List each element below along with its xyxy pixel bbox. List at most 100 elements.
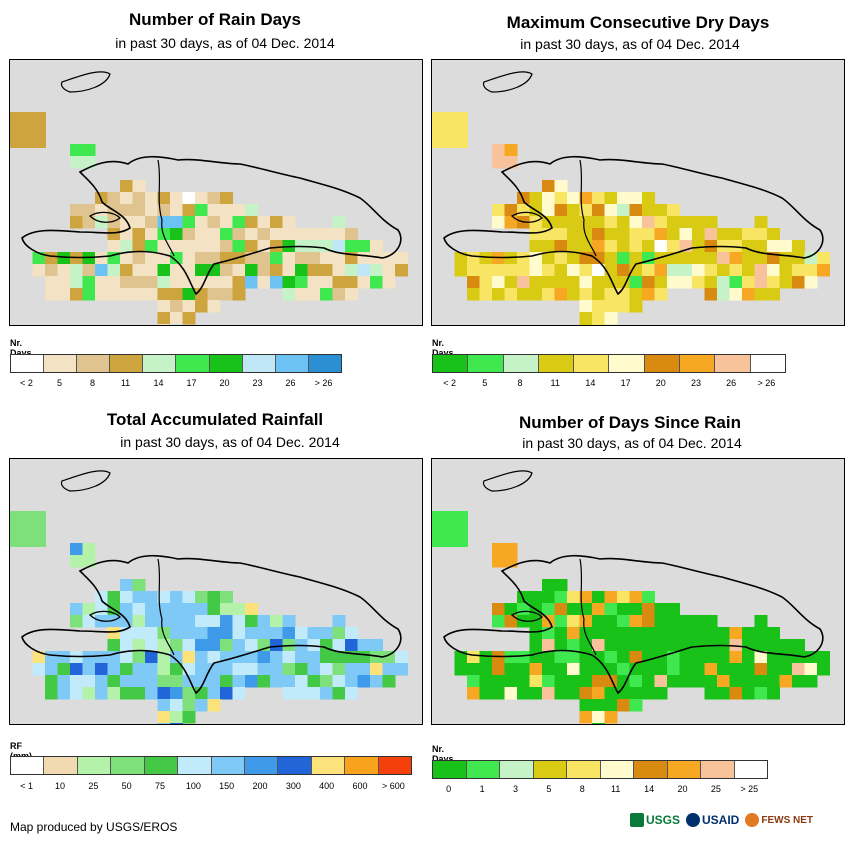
map-grid-cell: [95, 651, 108, 664]
map-grid-cell: [517, 276, 530, 289]
map-grid-cell: [679, 228, 693, 241]
map-grid-cell: [145, 216, 158, 229]
map-grid-cell: [320, 675, 333, 688]
map-grid-cell: [170, 675, 183, 688]
legend-bar: [10, 354, 342, 373]
map-grid-cell: [579, 687, 593, 700]
map-grid-cell: [617, 651, 630, 664]
legend-swatch: [609, 355, 645, 372]
map-grid-cell: [592, 627, 605, 640]
inagua-island-outline: [482, 470, 533, 492]
map-grid-cell: [295, 627, 308, 640]
map-grid-cell: [729, 228, 743, 241]
map-grid-cell: [245, 663, 258, 676]
map-grid-cell: [579, 615, 593, 628]
map-grid-cell: [554, 663, 568, 676]
panel-subtitle: in past 30 days, as of 04 Dec. 2014: [520, 36, 740, 52]
haiti-dr-border: [579, 558, 597, 656]
map-grid-cell: [692, 240, 705, 253]
fewsnet-logo-icon: [745, 813, 760, 827]
map-grid-cell: [170, 615, 183, 628]
inagua-island-outline: [60, 470, 111, 492]
map-grid-cell: [467, 651, 480, 664]
map-grid-cell: [667, 663, 680, 676]
map-grid-cell: [320, 276, 333, 289]
legend-label: 14: [585, 378, 596, 388]
map-grid-cell: [554, 627, 568, 640]
map-grid-cell: [767, 639, 780, 652]
map-grid-cell: [207, 192, 221, 205]
map-grid-cell: [629, 288, 643, 301]
map-grid-cell: [654, 639, 668, 652]
map-grid-cell: [82, 615, 96, 628]
map-grid-cell: [717, 687, 730, 700]
map-grid-cell: [307, 687, 321, 700]
map-grid-cell: [195, 591, 208, 604]
map-grid-cell: [617, 603, 630, 616]
map-grid-cell: [357, 252, 371, 265]
map-grid-cell: [817, 252, 830, 265]
map-grid-cell: [82, 216, 96, 229]
map-grid-cell: [479, 663, 493, 676]
map-grid-cell: [767, 276, 780, 289]
map-grid-cell: [629, 228, 643, 241]
map-grid-cell: [232, 216, 246, 229]
map-grid-cell: [617, 192, 630, 205]
map-grid-cell: [332, 687, 346, 700]
map-grid-cell: [70, 216, 83, 229]
map-grid-cell: [667, 615, 680, 628]
map-grid-cell: [332, 627, 346, 640]
map-grid-cell: [554, 252, 568, 265]
map-grid-cell: [145, 204, 158, 217]
map-grid-cell: [729, 276, 743, 289]
legend-labels: < 1 10 25 50 75 100 150 200 300 400 600 > 600: [10, 781, 410, 793]
legend-label: 8: [517, 378, 523, 388]
map-grid-cell: [792, 651, 805, 664]
map-grid-cell: [554, 651, 568, 664]
map-grid-cell: [579, 699, 593, 712]
map-grid-cell: [307, 675, 321, 688]
map-grid-cell: [232, 264, 246, 277]
map-grid-cell: [207, 240, 221, 253]
map-grid-cell: [295, 252, 308, 265]
map-grid-cell: [195, 204, 208, 217]
map-grid-cell: [382, 276, 396, 289]
map-grid-cell: [182, 711, 196, 724]
legend-swatch: [466, 761, 500, 778]
map-grid-cell: [642, 615, 655, 628]
map-grid-cell: [754, 240, 768, 253]
map-grid-cell: [120, 579, 133, 592]
map-grid-cell: [195, 603, 208, 616]
map-grid-cell: [82, 651, 96, 664]
legend-label: 75: [154, 781, 166, 791]
map-grid-cell: [592, 192, 605, 205]
map-grid-cell: [45, 675, 58, 688]
map-grid-cell: [132, 264, 146, 277]
map-grid-cell: [57, 687, 71, 700]
map-grid-cell: [195, 639, 208, 652]
map-grid-cell: [717, 651, 730, 664]
map-grid-cell: [32, 264, 46, 277]
map-grid-cell: [170, 312, 183, 325]
map-grid-cell: [220, 687, 233, 700]
legend-label: 25: [710, 784, 721, 794]
map-grid-cell: [170, 288, 183, 301]
map-grid-cell: [295, 276, 308, 289]
map-grid-cell: [220, 627, 233, 640]
map-grid-cell: [529, 627, 543, 640]
map-grid-cell: [629, 627, 643, 640]
map-grid-cell: [270, 240, 283, 253]
map-grid-cell: [542, 687, 555, 700]
map-grid-cell: [504, 264, 518, 277]
map-grid-cell: [157, 264, 171, 277]
map-grid-cell: [195, 651, 208, 664]
map-grid-cell: [642, 663, 655, 676]
legend-labels: 0 1 3 5 8 11 14 20 25 > 25: [432, 784, 766, 796]
map-grid-cell: [504, 144, 518, 157]
map-grid-cell: [642, 216, 655, 229]
map-grid-cell: [182, 627, 196, 640]
map-grid-cell: [432, 112, 468, 148]
map-grid-cell: [604, 312, 618, 325]
fewsnet-logo: FEWS NET: [745, 813, 813, 827]
legend-swatch: [11, 757, 45, 774]
